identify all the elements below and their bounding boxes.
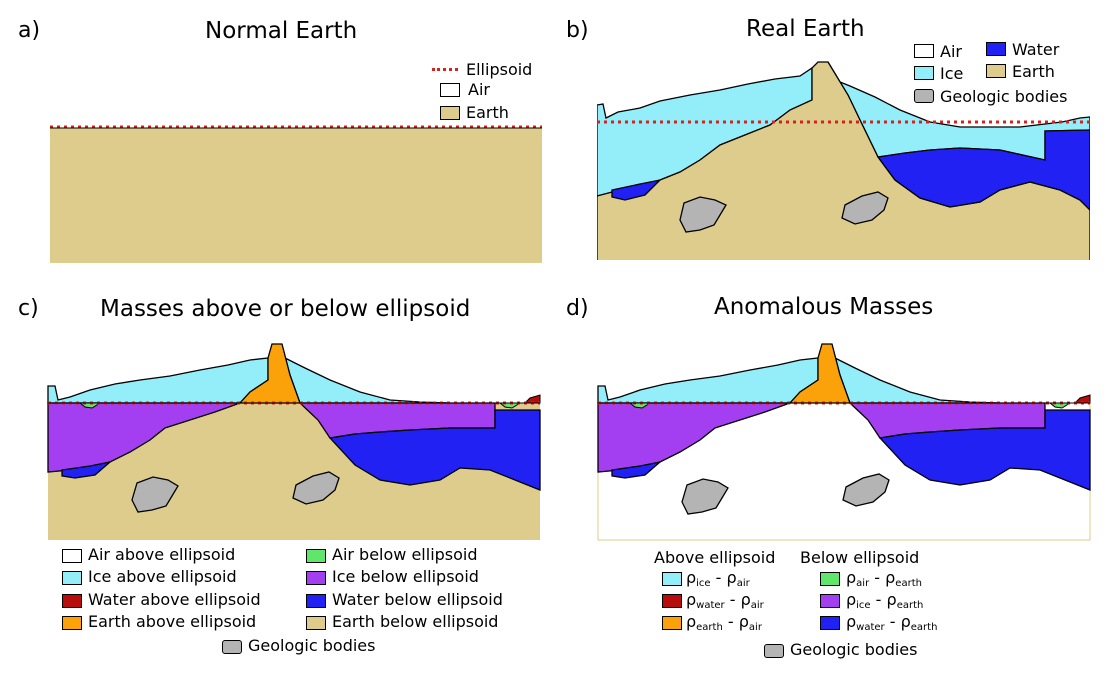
panel-b-drawing (597, 61, 1090, 260)
legend-c-water-below-label: Water below ellipsoid (332, 590, 503, 609)
legend-c-air-below-swatch (306, 549, 326, 563)
legend-c-water-below-swatch (306, 594, 326, 608)
legend-c-water-above-label: Water above ellipsoid (88, 590, 261, 609)
panel-b-letter: b) (566, 18, 589, 43)
panel-b-title: Real Earth (746, 16, 865, 42)
legend-c-ice-above-swatch (62, 571, 82, 585)
legend-ellipsoid-swatch (432, 68, 458, 71)
panel-b-water-right (876, 129, 1090, 211)
panel-d-water-below-left (611, 460, 663, 479)
legend-c-water-above-swatch (62, 594, 82, 608)
legend-b-air-swatch (914, 44, 934, 58)
panel-b-geologic-body-2 (841, 191, 889, 225)
panel-d-ice-above-right (831, 344, 1001, 404)
panel-d-geologic-body-2 (842, 473, 890, 507)
panel-c-ice-above-right (281, 344, 451, 404)
legend-d-ice-earth-label: ρice - ρearth (846, 590, 924, 611)
legend-earth-label: Earth (466, 103, 509, 122)
legend-d-geologic-label: Geologic bodies (790, 640, 918, 659)
panel-a-earth (50, 128, 542, 263)
legend-b-geologic-swatch (914, 89, 934, 103)
legend-d-water-earth-swatch (820, 616, 840, 630)
panel-a-letter: a) (18, 18, 41, 43)
legend-d-below-header: Below ellipsoid (800, 548, 920, 567)
legend-d-earth-air-label: ρearth - ρair (686, 612, 762, 633)
panel-d-title: Anomalous Masses (714, 294, 934, 320)
panel-d-geologic-body-1 (681, 478, 729, 515)
legend-b-water-label: Water (1012, 40, 1060, 59)
legend-d-geologic-swatch (764, 644, 784, 658)
legend-d-water-earth-label: ρwater - ρearth (846, 612, 938, 633)
legend-c-geologic-swatch (222, 640, 242, 654)
panel-c-geologic-body-2 (292, 471, 340, 505)
legend-c-geologic-label: Geologic bodies (248, 636, 376, 655)
panel-c-water-below (328, 409, 541, 491)
legend-d-air-earth-label: ρair - ρearth (846, 568, 922, 589)
panel-c-water-below-left (61, 460, 113, 479)
legend-earth-swatch (440, 106, 460, 120)
legend-c-earth-below-label: Earth below ellipsoid (332, 612, 499, 631)
legend-ellipsoid-label: Ellipsoid (466, 60, 533, 79)
legend-air-swatch (440, 83, 460, 97)
legend-b-ice-label: Ice (940, 64, 964, 83)
legend-c-air-above-swatch (62, 549, 82, 563)
legend-d-water-air-label: ρwater - ρair (686, 590, 764, 611)
legend-c-ice-below-label: Ice below ellipsoid (332, 567, 479, 586)
legend-d-ice-air-label: ρice - ρair (686, 568, 750, 589)
legend-c-earth-below-swatch (306, 616, 326, 630)
legend-b-ice-swatch (914, 66, 934, 80)
panel-d-drawing (597, 343, 1091, 541)
panel-d-letter: d) (566, 296, 589, 321)
legend-d-ice-earth-swatch (820, 594, 840, 608)
panel-d-water-below (878, 409, 1091, 491)
legend-d-water-air-swatch (662, 594, 682, 608)
legend-d-air-earth-swatch (820, 572, 840, 586)
panel-c-title: Masses above or below ellipsoid (100, 296, 471, 322)
panel-b-water-left (611, 178, 662, 201)
legend-b-earth-label: Earth (1012, 62, 1055, 81)
panel-c-ice-above (47, 357, 269, 404)
legend-c-ice-below-swatch (306, 571, 326, 585)
panel-c-geologic-body-1 (131, 476, 179, 513)
legend-b-water-swatch (986, 42, 1006, 56)
legend-air-label: Air (468, 80, 490, 99)
legend-d-ice-air-swatch (662, 572, 682, 586)
panel-d-ice-above (597, 357, 819, 404)
legend-c-earth-above-label: Earth above ellipsoid (88, 612, 257, 631)
panel-b-geologic-body-1 (679, 196, 727, 233)
legend-c-air-above-label: Air above ellipsoid (88, 545, 236, 564)
legend-d-above-header: Above ellipsoid (654, 548, 776, 567)
legend-d-earth-air-swatch (662, 616, 682, 630)
legend-c-ice-above-label: Ice above ellipsoid (88, 567, 237, 586)
panel-c-drawing (47, 343, 541, 540)
legend-b-geologic-label: Geologic bodies (940, 87, 1068, 106)
panel-c-letter: c) (18, 296, 39, 321)
panel-a-title: Normal Earth (205, 18, 358, 44)
panel-a-drawing (50, 125, 542, 263)
legend-c-earth-above-swatch (62, 616, 82, 630)
legend-b-air-label: Air (940, 42, 962, 61)
legend-b-earth-swatch (986, 64, 1006, 78)
legend-c-air-below-label: Air below ellipsoid (332, 545, 478, 564)
